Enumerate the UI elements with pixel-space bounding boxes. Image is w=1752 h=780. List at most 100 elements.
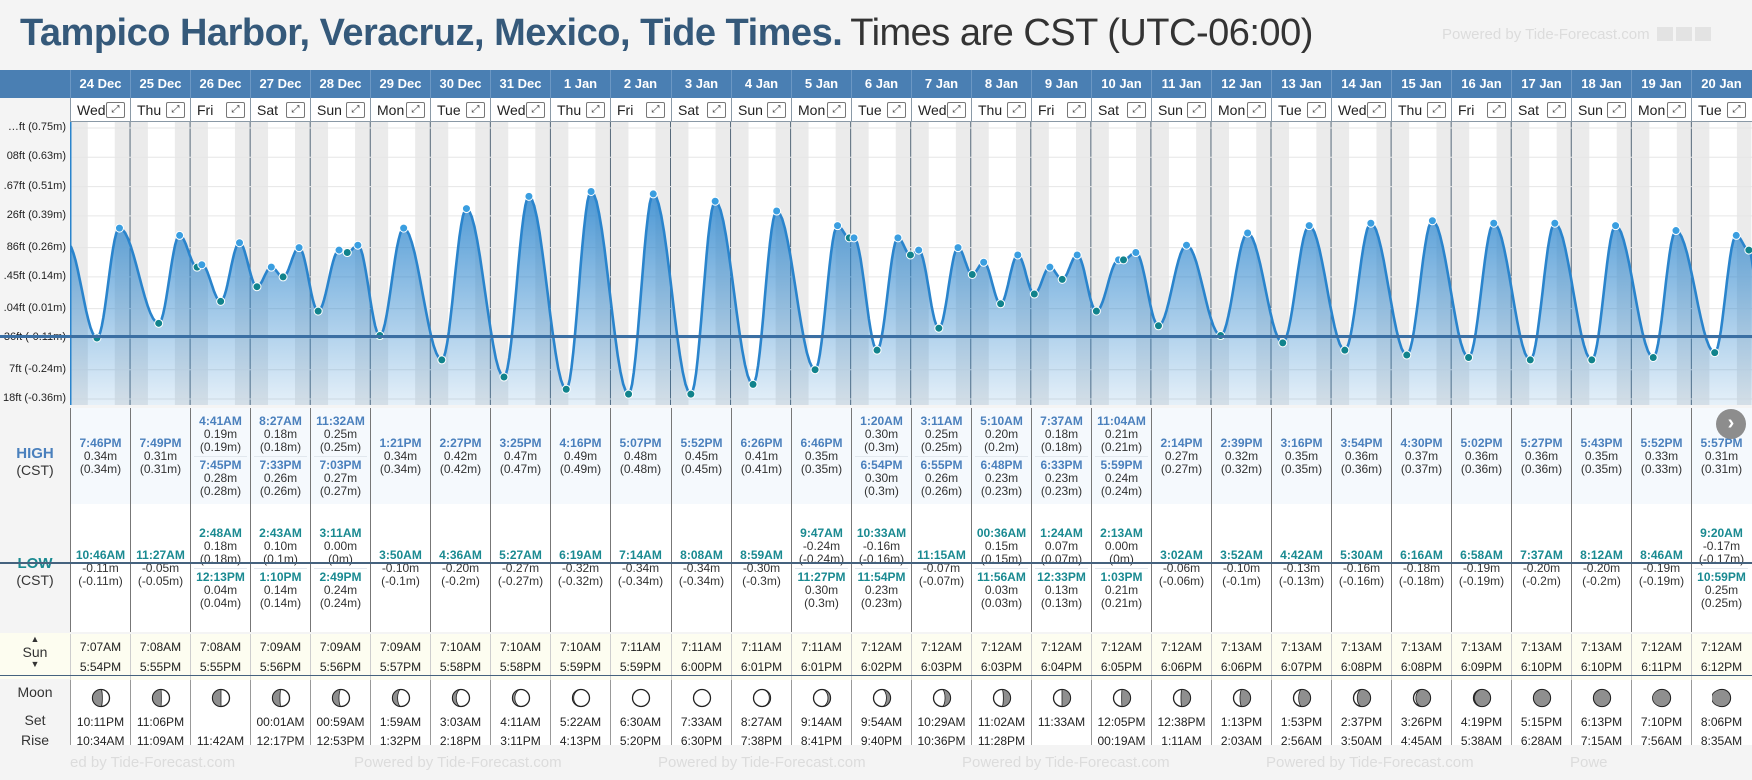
expand-icon[interactable]: ⤢ <box>707 102 726 118</box>
expand-icon[interactable]: ⤢ <box>1547 102 1566 118</box>
high-tide-point[interactable] <box>586 186 596 196</box>
expand-icon[interactable]: ⤢ <box>226 102 245 118</box>
high-tide-point[interactable] <box>1013 250 1023 260</box>
expand-icon[interactable]: ⤢ <box>1067 102 1086 118</box>
low-tide-point[interactable] <box>1340 345 1350 355</box>
low-tide-point[interactable] <box>216 296 226 306</box>
high-tide-point[interactable] <box>1072 250 1082 260</box>
low-tide-point[interactable] <box>154 318 164 328</box>
high-tide-point[interactable] <box>979 257 989 267</box>
expand-icon[interactable]: ⤢ <box>1127 102 1146 118</box>
high-tide-point[interactable] <box>1489 218 1499 228</box>
low-tide-point[interactable] <box>934 323 944 333</box>
high-tide-point[interactable] <box>1045 262 1055 272</box>
low-tide-point[interactable] <box>1119 255 1129 265</box>
low-tide-point[interactable] <box>561 384 571 394</box>
high-tide-point[interactable] <box>953 243 963 253</box>
low-tide-point[interactable] <box>1029 289 1039 299</box>
low-tide-point[interactable] <box>1744 245 1752 255</box>
low-tide-point[interactable] <box>686 389 696 399</box>
high-tide-point[interactable] <box>1550 218 1560 228</box>
high-tide-point[interactable] <box>648 189 658 199</box>
expand-icon[interactable]: ⤢ <box>1727 102 1746 118</box>
high-tide-point[interactable] <box>1366 218 1376 228</box>
high-tide-point[interactable] <box>399 223 409 233</box>
expand-icon[interactable]: ⤢ <box>406 102 425 118</box>
low-tide-point[interactable] <box>1710 348 1720 358</box>
high-tide-point[interactable] <box>1182 240 1192 250</box>
expand-icon[interactable]: ⤢ <box>586 102 605 118</box>
expand-icon[interactable]: ⤢ <box>1427 102 1446 118</box>
high-tide-point[interactable] <box>114 223 124 233</box>
low-tide-point[interactable] <box>313 306 323 316</box>
high-tide-point[interactable] <box>772 206 782 216</box>
low-tide-point[interactable] <box>748 379 758 389</box>
high-tide-point[interactable] <box>893 233 903 243</box>
high-tide-point[interactable] <box>1131 248 1141 258</box>
expand-icon[interactable]: ⤢ <box>286 102 305 118</box>
low-tide-point[interactable] <box>1153 321 1163 331</box>
low-tide-point[interactable] <box>278 272 288 282</box>
powered-by-link[interactable]: Powered by Tide-Forecast.com <box>1442 26 1711 43</box>
expand-icon[interactable]: ⤢ <box>466 102 485 118</box>
low-tide-point[interactable] <box>996 299 1006 309</box>
expand-icon[interactable]: ⤢ <box>1007 102 1026 118</box>
expand-icon[interactable]: ⤢ <box>526 102 545 118</box>
low-tide-point[interactable] <box>810 365 820 375</box>
expand-icon[interactable]: ⤢ <box>947 102 966 118</box>
low-tide-point[interactable] <box>1587 355 1597 365</box>
high-tide-point[interactable] <box>1731 230 1741 240</box>
expand-icon[interactable]: ⤢ <box>346 102 365 118</box>
low-tide-point[interactable] <box>437 355 447 365</box>
expand-icon[interactable]: ⤢ <box>1667 102 1686 118</box>
low-tide-point[interactable] <box>872 345 882 355</box>
low-tide-point[interactable] <box>1464 352 1474 362</box>
expand-icon[interactable]: ⤢ <box>767 102 786 118</box>
high-tide-point[interactable] <box>524 191 534 201</box>
low-tide-point[interactable] <box>1402 350 1412 360</box>
high-tide-point[interactable] <box>1304 221 1314 231</box>
weekday-label: Wed <box>77 102 106 118</box>
expand-icon[interactable]: ⤢ <box>887 102 906 118</box>
high-tide-point[interactable] <box>334 245 344 255</box>
low-tide-point[interactable] <box>905 250 915 260</box>
high-tide-point[interactable] <box>1427 216 1437 226</box>
expand-icon[interactable]: ⤢ <box>1247 102 1266 118</box>
expand-icon[interactable]: ⤢ <box>1187 102 1206 118</box>
high-tide-point[interactable] <box>833 221 843 231</box>
high-tide-point[interactable] <box>1243 228 1253 238</box>
low-tide-point[interactable] <box>1091 306 1101 316</box>
low-tide-point[interactable] <box>252 282 262 292</box>
high-tide-point[interactable] <box>461 204 471 214</box>
expand-icon[interactable]: ⤢ <box>1487 102 1506 118</box>
high-tide-point[interactable] <box>294 243 304 253</box>
tide-event: 3:52AM -0.10m (-0.1m) <box>1215 547 1268 590</box>
next-page-button[interactable]: › <box>1716 409 1746 439</box>
moon-cell: 8:06PM 8:35AM <box>1691 680 1751 748</box>
expand-icon[interactable]: ⤢ <box>1307 102 1326 118</box>
low-tide-point[interactable] <box>342 248 352 258</box>
expand-icon[interactable]: ⤢ <box>106 102 125 118</box>
low-tide-point[interactable] <box>1057 274 1067 284</box>
low-tide-point[interactable] <box>1525 355 1535 365</box>
expand-icon[interactable]: ⤢ <box>646 102 665 118</box>
low-tide-point[interactable] <box>1278 338 1288 348</box>
high-tide-point[interactable] <box>849 233 859 243</box>
expand-icon[interactable]: ⤢ <box>1607 102 1626 118</box>
high-tide-point[interactable] <box>710 196 720 206</box>
high-tide-point[interactable] <box>266 262 276 272</box>
high-tide-point[interactable] <box>1671 226 1681 236</box>
high-tide-point[interactable] <box>235 238 245 248</box>
high-tide-point[interactable] <box>1611 221 1621 231</box>
low-tide-point[interactable] <box>499 372 509 382</box>
high-tide-point[interactable] <box>175 230 185 240</box>
expand-icon[interactable]: ⤢ <box>1367 102 1386 118</box>
high-tide-point[interactable] <box>353 240 363 250</box>
low-tide-point[interactable] <box>624 389 634 399</box>
low-tide-point[interactable] <box>1648 352 1658 362</box>
expand-icon[interactable]: ⤢ <box>827 102 846 118</box>
high-tide-point[interactable] <box>197 260 207 270</box>
high-tide-point[interactable] <box>914 245 924 255</box>
low-tide-point[interactable] <box>967 269 977 279</box>
expand-icon[interactable]: ⤢ <box>166 102 185 118</box>
